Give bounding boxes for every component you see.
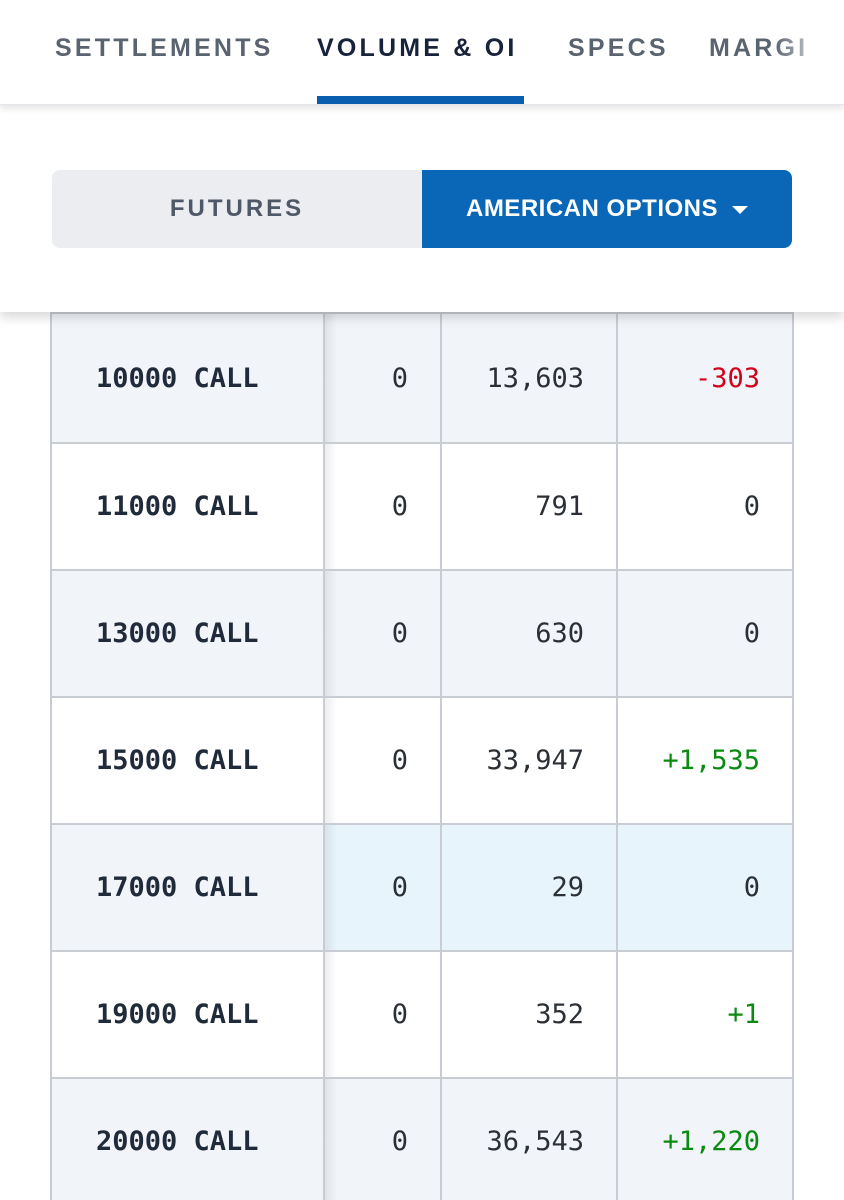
futures-toggle-label: FUTURES: [169, 195, 305, 222]
tab-volume-oi[interactable]: VOLUME & OI: [317, 34, 518, 62]
futures-toggle-button[interactable]: FUTURES: [52, 170, 422, 248]
volume-oi-table-container: 10000 CALL 0 13,603 -303 11000 CALL 0 79…: [50, 312, 794, 1200]
open-interest-cell: 352: [440, 950, 618, 1079]
table-row: 20000 CALL 0 36,543 +1,220: [50, 1077, 794, 1200]
tab-settlements[interactable]: SETTLEMENTS: [55, 34, 274, 62]
tab-specs[interactable]: SPECS: [568, 34, 669, 62]
open-interest-cell: 13,603: [440, 312, 618, 444]
change-cell: 0: [616, 823, 794, 952]
table-row: 15000 CALL 0 33,947 +1,535: [50, 696, 794, 825]
strike-cell: 17000 CALL: [50, 823, 338, 952]
volume-cell: 0: [323, 312, 442, 444]
section-tab-bar: SETTLEMENTS VOLUME & OI SPECS MARGI: [0, 0, 844, 105]
active-tab-indicator: [317, 96, 524, 104]
product-type-toggle: FUTURES AMERICAN OPTIONS: [52, 170, 792, 248]
table-row: 11000 CALL 0 791 0: [50, 442, 794, 571]
volume-cell: 0: [323, 823, 442, 952]
change-cell: 0: [616, 569, 794, 698]
table-row: 13000 CALL 0 630 0: [50, 569, 794, 698]
table-row: 10000 CALL 0 13,603 -303: [50, 312, 794, 444]
change-cell: -303: [616, 312, 794, 444]
open-interest-cell: 33,947: [440, 696, 618, 825]
volume-cell: 0: [323, 950, 442, 1079]
volume-cell: 0: [323, 1077, 442, 1200]
tab-scroll-fade: [774, 0, 844, 100]
volume-cell: 0: [323, 569, 442, 698]
open-interest-cell: 29: [440, 823, 618, 952]
american-options-dropdown-button[interactable]: AMERICAN OPTIONS: [422, 170, 792, 248]
strike-cell: 11000 CALL: [50, 442, 338, 571]
strike-cell: 10000 CALL: [50, 312, 338, 444]
strike-cell: 20000 CALL: [50, 1077, 338, 1200]
change-cell: +1,535: [616, 696, 794, 825]
change-cell: 0: [616, 442, 794, 571]
american-options-label: AMERICAN OPTIONS: [465, 195, 718, 222]
strike-cell: 19000 CALL: [50, 950, 338, 1079]
volume-cell: 0: [323, 696, 442, 825]
table-row-highlighted: 17000 CALL 0 29 0: [50, 823, 794, 952]
change-cell: +1,220: [616, 1077, 794, 1200]
change-cell: +1: [616, 950, 794, 1079]
table-row: 19000 CALL 0 352 +1: [50, 950, 794, 1079]
strike-cell: 13000 CALL: [50, 569, 338, 698]
volume-oi-table: 10000 CALL 0 13,603 -303 11000 CALL 0 79…: [50, 312, 794, 1200]
open-interest-cell: 791: [440, 442, 618, 571]
sticky-header: SETTLEMENTS VOLUME & OI SPECS MARGI FUTU…: [0, 0, 844, 312]
open-interest-cell: 630: [440, 569, 618, 698]
caret-down-icon: [732, 206, 748, 214]
volume-cell: 0: [323, 442, 442, 571]
open-interest-cell: 36,543: [440, 1077, 618, 1200]
strike-cell: 15000 CALL: [50, 696, 338, 825]
